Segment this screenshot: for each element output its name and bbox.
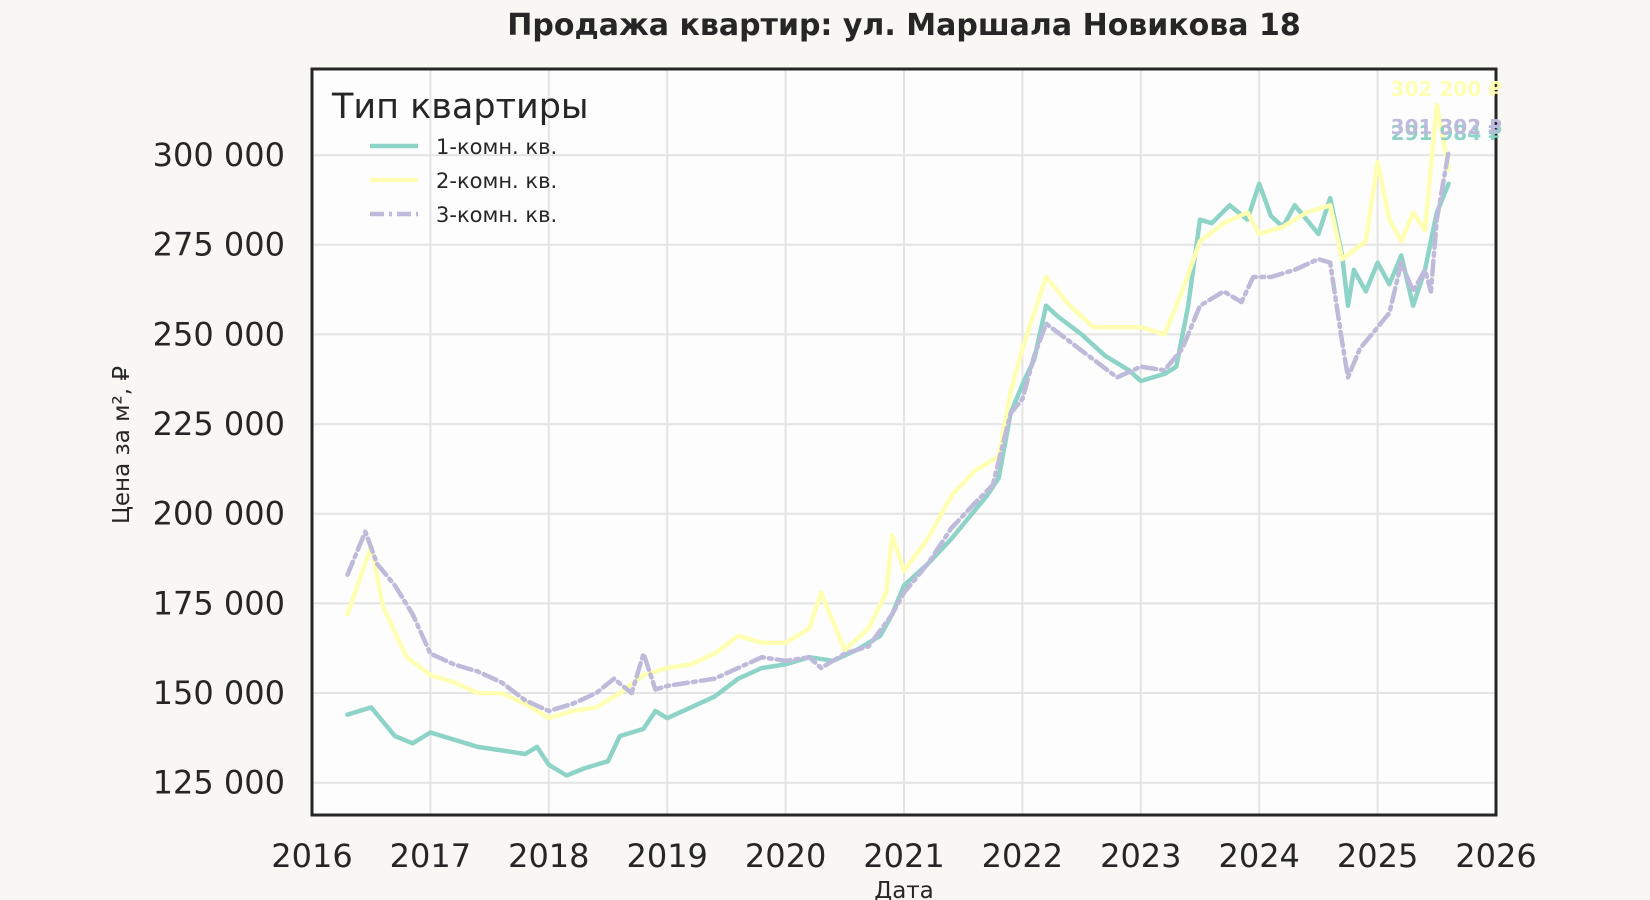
y-tick-label: 200 000 [153, 495, 285, 533]
legend: Тип квартиры 1-комн. кв. 2-комн. кв. 3-ком… [331, 87, 589, 227]
y-tick-label: 250 000 [153, 315, 285, 353]
y-tick-label: 125 000 [153, 764, 285, 802]
y-axis-ticks: 125 000 150 000 175 000 200 000 225 000 250 0… [153, 136, 285, 802]
legend-label: 2-комн. кв. [436, 169, 557, 193]
x-tick-label: 2019 [626, 837, 707, 875]
end-labels: 291 984 ₽ 302 200 ₽ 301 302 ₽ [1391, 77, 1502, 145]
x-tick-label: 2025 [1337, 837, 1418, 875]
x-tick-label: 2022 [982, 837, 1063, 875]
y-tick-label: 275 000 [153, 226, 285, 264]
series-line-2 [345, 102, 1451, 721]
x-tick-label: 2018 [508, 837, 589, 875]
x-tick-label: 2026 [1455, 837, 1536, 875]
legend-title: Тип квартиры [331, 87, 589, 127]
x-axis-ticks: 2016 2017 2018 2019 2020 2021 2022 2023 2024 2025… [271, 837, 1536, 875]
y-tick-label: 225 000 [153, 405, 285, 443]
x-tick-label: 2017 [390, 837, 471, 875]
legend-label: 3-комн. кв. [436, 203, 557, 227]
series-line-3 [345, 149, 1451, 714]
y-tick-label: 300 000 [153, 136, 285, 174]
chart-title: Продажа квартир: ул. Маршала Новикова 18 [507, 8, 1300, 43]
x-axis-label: Дата [874, 878, 934, 900]
x-tick-label: 2020 [745, 837, 826, 875]
y-tick-label: 175 000 [153, 584, 285, 622]
x-tick-label: 2016 [271, 837, 352, 875]
series-layer [345, 102, 1451, 778]
plot-frame [310, 67, 1498, 817]
x-tick-label: 2023 [1100, 837, 1181, 875]
x-tick-label: 2024 [1218, 837, 1299, 875]
y-axis-label: Цена за м², ₽ [109, 366, 135, 524]
legend-label: 1-комн. кв. [436, 135, 557, 159]
y-tick-label: 150 000 [153, 674, 285, 712]
end-value-label: 291 984 ₽ [1391, 121, 1502, 145]
legend-items: 1-комн. кв. 2-комн. кв. 3-комн. кв. [370, 135, 557, 227]
end-value-label: 302 200 ₽ [1391, 77, 1502, 101]
x-tick-label: 2021 [863, 837, 944, 875]
end-value-label: 301 302 ₽ [1391, 115, 1502, 139]
